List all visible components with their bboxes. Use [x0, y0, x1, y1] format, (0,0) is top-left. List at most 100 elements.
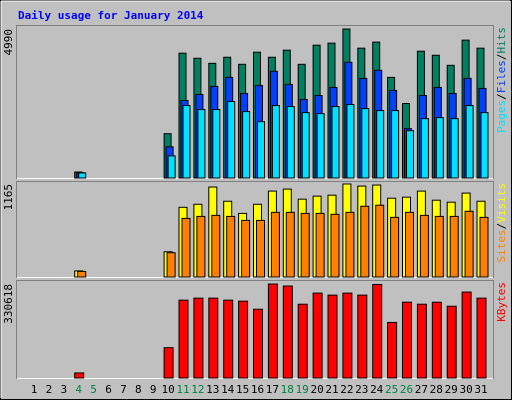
- bar: [267, 283, 278, 379]
- x-tick-label: 4: [75, 383, 82, 396]
- bar: [376, 110, 385, 179]
- y-tick-label: 1165: [2, 184, 15, 211]
- x-tick-label: 20: [310, 383, 323, 396]
- bar: [271, 105, 280, 179]
- bar: [479, 216, 489, 278]
- bar: [464, 210, 474, 278]
- bar: [178, 299, 189, 379]
- legend: KBytes: [495, 282, 508, 322]
- bar: [346, 104, 355, 179]
- bar: [78, 172, 87, 179]
- chart-title: Daily usage for January 2014: [18, 9, 204, 22]
- legend-entry: Files: [495, 60, 508, 93]
- x-tick-label: 9: [150, 383, 157, 396]
- bar: [181, 217, 191, 278]
- x-tick-label: 12: [191, 383, 204, 396]
- x-tick-label: 11: [176, 383, 189, 396]
- x-tick-label: 3: [60, 383, 67, 396]
- bar: [330, 213, 340, 278]
- bar: [461, 291, 472, 379]
- bar: [360, 205, 370, 278]
- bar: [163, 347, 174, 379]
- bar: [223, 299, 234, 379]
- x-tick-label: 22: [340, 383, 353, 396]
- x-tick-label: 27: [415, 383, 428, 396]
- bar: [450, 118, 459, 179]
- x-tick-label: 10: [161, 383, 174, 396]
- x-tick-label: 29: [445, 383, 458, 396]
- bar: [372, 283, 383, 379]
- bar: [270, 211, 280, 278]
- x-tick-label: 7: [120, 383, 127, 396]
- bar: [238, 300, 249, 379]
- bar: [74, 372, 85, 379]
- bar: [431, 301, 442, 379]
- y-tick-label: 4990: [2, 29, 15, 56]
- legend-separator: /: [495, 54, 508, 61]
- bar: [446, 305, 457, 379]
- bar: [420, 118, 429, 179]
- bar: [193, 297, 204, 379]
- bar: [226, 215, 236, 278]
- bar: [256, 219, 265, 278]
- legend-entry: Sites: [495, 229, 508, 262]
- bar: [197, 109, 206, 179]
- bar: [211, 214, 221, 278]
- legend: Pages/Files/Hits: [495, 27, 508, 133]
- x-tick-label: 25: [385, 383, 398, 396]
- bar: [285, 211, 295, 278]
- bar: [253, 308, 263, 379]
- bar: [241, 219, 251, 278]
- x-tick-label: 5: [90, 383, 97, 396]
- legend-entry: Visits: [495, 183, 508, 223]
- x-tick-label: 31: [474, 383, 487, 396]
- bar: [342, 292, 353, 379]
- bar: [357, 294, 368, 379]
- bar: [480, 112, 489, 179]
- bar: [419, 214, 429, 278]
- legend-separator: /: [495, 223, 508, 230]
- bar: [227, 101, 236, 179]
- legend-entry: Hits: [495, 27, 508, 54]
- legend-entry: KBytes: [495, 282, 508, 322]
- x-tick-label: 8: [135, 383, 142, 396]
- bar: [300, 212, 310, 278]
- x-tick-label: 21: [325, 383, 338, 396]
- bar: [166, 252, 176, 278]
- bar: [406, 130, 414, 179]
- x-tick-label: 13: [206, 383, 219, 396]
- x-tick-label: 1: [31, 383, 38, 396]
- bar: [391, 110, 400, 179]
- bar: [167, 155, 176, 179]
- bar: [316, 113, 325, 179]
- bar: [476, 297, 487, 379]
- x-tick-label: 26: [400, 383, 413, 396]
- bar: [286, 106, 295, 179]
- bar: [405, 211, 414, 278]
- x-tick-label: 28: [430, 383, 443, 396]
- x-tick-label: 18: [281, 383, 294, 396]
- bar: [434, 215, 444, 278]
- legend-entry: Pages: [495, 100, 508, 133]
- bar: [375, 204, 385, 278]
- x-tick-label: 2: [46, 383, 53, 396]
- bar: [196, 215, 206, 278]
- bar: [312, 292, 323, 379]
- x-tick-label: 17: [266, 383, 279, 396]
- bar: [465, 105, 474, 179]
- bar: [77, 270, 87, 278]
- bar: [257, 121, 265, 179]
- bar: [387, 321, 398, 379]
- bar: [449, 215, 459, 278]
- bar: [331, 106, 340, 179]
- bar: [182, 105, 191, 179]
- bar: [390, 216, 400, 278]
- bar: [345, 211, 355, 278]
- bar: [315, 212, 325, 278]
- x-tick-label: 23: [355, 383, 368, 396]
- bar: [327, 294, 338, 379]
- x-tick-label: 19: [296, 383, 309, 396]
- bar: [301, 112, 310, 179]
- x-tick-label: 24: [370, 383, 384, 396]
- x-tick-label: 16: [251, 383, 264, 396]
